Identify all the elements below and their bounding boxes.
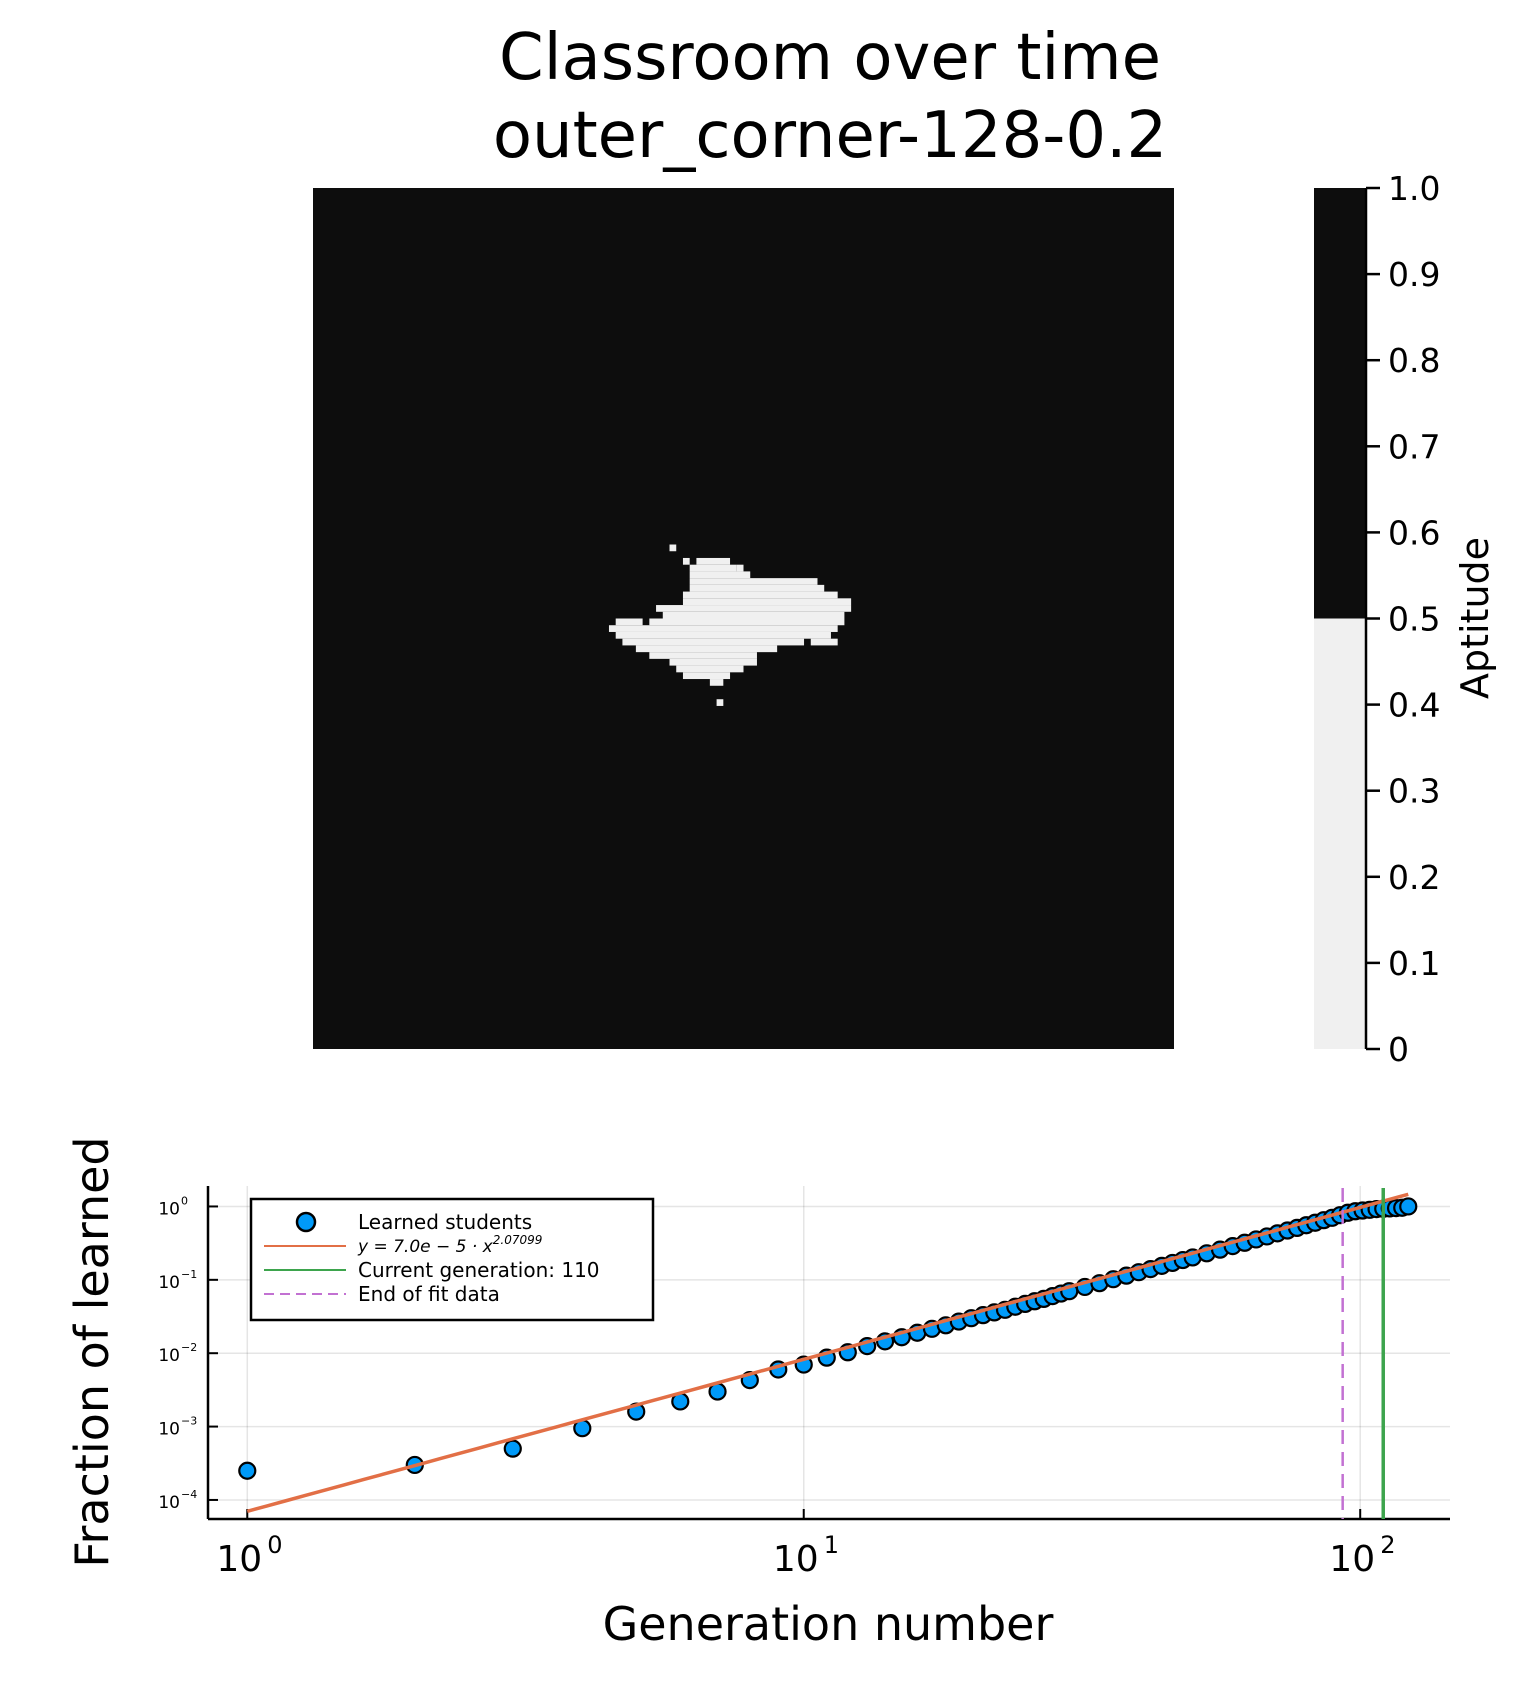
colorbar-tick-label: 0.4	[1388, 686, 1440, 725]
colorbar-high-segment	[1314, 188, 1366, 619]
learned-cell	[662, 611, 845, 619]
colorbar-tick-label: 0.7	[1388, 427, 1440, 466]
x-tick-label: 10	[1329, 1539, 1375, 1580]
learned-cell	[615, 631, 831, 639]
colorbar-ticks: 0 0.1 0.2 0.3 0.4 0.5 0.6 0.7 0.8 0.9 1.0	[1366, 169, 1440, 1069]
learned-cell	[635, 645, 778, 653]
y-tick-label: 10	[158, 1199, 180, 1219]
learned-cell	[608, 625, 838, 632]
y-axis-label: Fraction of learned	[65, 1136, 119, 1567]
colorbar-tick-label: 0.6	[1388, 513, 1440, 552]
learned-cell	[810, 638, 838, 646]
colorbar-tick-label: 0.8	[1388, 341, 1440, 380]
x-tick-exponent: 2	[1380, 1531, 1395, 1559]
y-tick-exponent: −4	[181, 1488, 197, 1501]
legend-current-label: Current generation: 110	[358, 1258, 600, 1282]
y-tick-exponent: −2	[181, 1341, 197, 1354]
y-tick-label: 10	[158, 1420, 180, 1440]
learned-cell	[669, 658, 757, 666]
x-axis-label: Generation number	[603, 1597, 1054, 1651]
legend-scatter-label: Learned students	[358, 1210, 532, 1234]
colorbar-label: Aptitude	[1453, 537, 1497, 699]
learned-cell	[689, 571, 751, 579]
x-tick-label: 10	[216, 1539, 262, 1580]
learned-cell	[682, 557, 690, 565]
learned-cell	[676, 665, 744, 673]
legend-scatter-marker	[295, 1211, 317, 1233]
colorbar-low-segment	[1314, 618, 1366, 1049]
learned-cell	[682, 598, 852, 606]
learned-cell	[669, 544, 677, 552]
colorbar-tick-label: 1.0	[1388, 169, 1440, 208]
learned-cell	[615, 618, 643, 626]
x-tick-exponent: 1	[824, 1531, 839, 1559]
colorbar-tick-label: 0.9	[1388, 255, 1440, 294]
colorbar-tick-label: 0.3	[1388, 772, 1440, 811]
vertical-markers	[1341, 1188, 1385, 1519]
learned-cell	[696, 557, 731, 565]
y-tick-label: 10	[158, 1493, 180, 1513]
data-point	[1399, 1197, 1418, 1216]
colorbar-tick-label: 0	[1388, 1030, 1409, 1069]
legend-fit-label: y = 7.0e − 5 · x2.07099	[357, 1233, 542, 1257]
learned-cell	[622, 638, 805, 646]
colorbar: 0 0.1 0.2 0.3 0.4 0.5 0.6 0.7 0.8 0.9 1.0 Aptitude	[1314, 169, 1497, 1069]
legend-box	[249, 1197, 655, 1322]
learned-cell	[716, 699, 724, 706]
chart-title-line2: outer_corner-128-0.2	[493, 99, 1167, 173]
learned-cell	[709, 679, 724, 686]
fit-curve	[246, 1192, 1409, 1514]
y-tick-exponent: −1	[181, 1268, 197, 1281]
y-tick-exponent: −3	[181, 1415, 197, 1428]
colorbar-tick-label: 0.5	[1388, 600, 1440, 639]
colorbar-tick-label: 0.2	[1388, 858, 1440, 897]
data-point	[503, 1439, 522, 1458]
learned-cell	[689, 578, 818, 585]
chart-title-line1: Classroom over time	[499, 21, 1161, 95]
legend-fit-exponent: 2.07099	[493, 1233, 543, 1247]
fit-line	[246, 1192, 1409, 1514]
classroom-heatmap	[313, 188, 1174, 1049]
y-tick-label: 10	[158, 1273, 180, 1293]
learned-cell	[656, 605, 852, 612]
legend: Learned students y = 7.0e − 5 · x2.07099…	[249, 1197, 655, 1322]
learned-region	[608, 544, 852, 706]
learned-cell	[689, 584, 825, 592]
learned-cell	[736, 564, 744, 572]
data-point	[238, 1461, 257, 1480]
legend-endfit-label: End of fit data	[358, 1282, 500, 1306]
legend-fit-formula: y = 7.0e − 5 · x	[357, 1237, 494, 1257]
y-tick-exponent: 0	[181, 1194, 188, 1207]
x-tick-exponent: 0	[267, 1531, 282, 1559]
y-tick-label: 10	[158, 1346, 180, 1366]
x-tick-label: 10	[773, 1539, 819, 1580]
learned-cell	[649, 652, 757, 659]
learned-cell	[649, 618, 845, 626]
colorbar-tick-label: 0.1	[1388, 944, 1440, 983]
learned-cell	[682, 672, 731, 680]
learned-cell	[689, 564, 737, 572]
x-ticks: 10 0 10 1 10 2	[216, 1509, 1395, 1580]
learned-cell	[682, 591, 838, 599]
